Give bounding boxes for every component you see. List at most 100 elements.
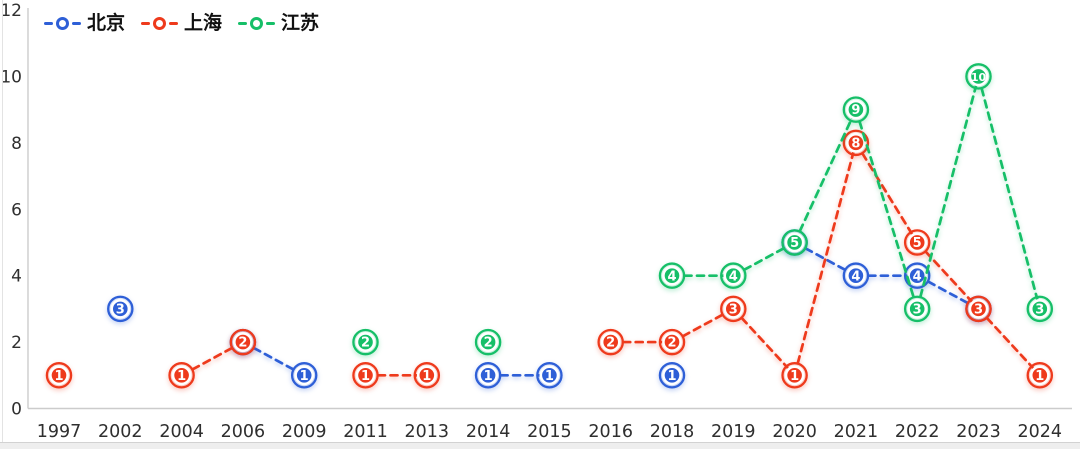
x-tick-label: 2019 — [711, 422, 756, 442]
marker-value-label: 1 — [790, 369, 799, 384]
y-tick-label: 2 — [11, 333, 22, 353]
data-point-marker[interactable]: 2 — [474, 328, 502, 356]
data-point-marker[interactable]: 3 — [903, 295, 931, 323]
marker-core — [723, 298, 744, 319]
x-tick-label: 2016 — [588, 422, 633, 442]
data-point-marker[interactable]: 3 — [965, 295, 992, 323]
legend-circle-icon — [250, 17, 264, 30]
marker-core — [355, 365, 376, 386]
marker-value-label: 10 — [971, 71, 987, 84]
data-point-marker[interactable]: 1 — [474, 362, 502, 389]
marker-outer-ring — [168, 362, 195, 389]
marker-core — [416, 365, 437, 386]
marker-value-label: 1 — [54, 369, 63, 384]
marker-outer-ring — [781, 229, 808, 256]
marker-value-label: 3 — [913, 302, 922, 317]
marker-outer-ring — [903, 295, 931, 323]
marker-value-label: 5 — [790, 236, 799, 251]
data-point-marker[interactable]: 1 — [352, 362, 379, 389]
data-point-marker[interactable]: 2 — [658, 328, 686, 356]
marker-value-label: 2 — [484, 336, 493, 351]
data-point-marker[interactable]: 1 — [168, 362, 195, 389]
data-point-marker[interactable]: 1 — [290, 362, 318, 389]
data-point-marker[interactable]: 3 — [720, 295, 747, 323]
series-line-segment — [731, 241, 796, 278]
data-point-marker[interactable]: 2 — [597, 328, 624, 356]
series-beijing: 3 2 1 1 1 1 5 4 4 3 — [107, 229, 992, 389]
legend: 北京 上海 江苏 — [44, 14, 319, 33]
legend-label: 上海 — [184, 12, 223, 34]
x-tick-label: 2024 — [1018, 422, 1063, 442]
data-point-marker[interactable]: 9 — [842, 96, 870, 123]
data-point-marker[interactable]: 3 — [1026, 295, 1054, 323]
data-point-marker[interactable]: 1 — [45, 362, 73, 389]
legend-label: 北京 — [87, 12, 126, 34]
marker-outer-ring — [474, 328, 502, 356]
legend-dash-icon — [238, 22, 248, 25]
marker-value-label: 1 — [484, 369, 493, 384]
marker-outer-ring — [1026, 362, 1054, 389]
marker-value-label: 3 — [116, 302, 125, 317]
series-line-segment — [977, 75, 1042, 311]
marker-core — [784, 232, 805, 253]
marker-value-label: 2 — [361, 336, 370, 351]
data-point-marker[interactable]: 1 — [658, 362, 686, 389]
data-point-marker[interactable]: 2 — [352, 328, 379, 356]
legend-dash-icon — [141, 22, 151, 25]
series-line-segment — [241, 340, 306, 377]
marker-core — [232, 332, 253, 352]
marker-outer-ring — [229, 328, 257, 356]
marker-value-label: 3 — [1035, 302, 1044, 317]
marker-outer-ring — [474, 362, 502, 389]
x-tick-label: 2004 — [159, 422, 204, 442]
marker-value-label: 1 — [422, 369, 431, 384]
data-point-marker[interactable]: 3 — [107, 295, 134, 323]
marker-core — [784, 365, 805, 386]
series-shanghai: 1 1 2 1 1 2 2 3 1 8 5 3 1 — [45, 129, 1054, 389]
marker-outer-ring — [903, 229, 931, 256]
series-line-segment — [915, 75, 980, 311]
legend-dash-icon — [169, 22, 179, 25]
series-line-segment — [915, 241, 980, 311]
marker-core — [478, 332, 499, 352]
marker-core — [662, 332, 682, 352]
data-point-marker[interactable]: 8 — [842, 129, 870, 157]
marker-core — [907, 265, 928, 286]
marker-core — [478, 365, 499, 386]
legend-item-beijing[interactable]: 北京 — [44, 14, 125, 33]
marker-value-label: 9 — [851, 103, 860, 118]
data-point-marker[interactable]: 4 — [720, 262, 747, 289]
data-point-marker[interactable]: 1 — [413, 362, 441, 389]
x-tick-label: 2011 — [343, 422, 388, 442]
x-tick-label: 2006 — [221, 422, 266, 442]
data-point-marker[interactable]: 1 — [1026, 362, 1054, 389]
series-line-segment — [793, 108, 858, 244]
data-point-marker[interactable]: 2 — [229, 328, 257, 356]
marker-outer-ring — [107, 295, 134, 323]
data-point-marker[interactable]: 1 — [536, 362, 563, 389]
data-point-marker[interactable]: 5 — [781, 229, 808, 256]
series-line-segment — [915, 274, 980, 311]
data-point-marker[interactable]: 5 — [903, 229, 931, 256]
data-point-marker[interactable]: 1 — [781, 362, 808, 389]
data-point-marker[interactable]: 4 — [903, 262, 931, 289]
y-tick-label: 6 — [11, 200, 22, 220]
legend-item-shanghai[interactable]: 上海 — [141, 14, 222, 33]
legend-item-jiangsu[interactable]: 江苏 — [238, 14, 319, 33]
marker-core — [110, 298, 131, 319]
data-point-marker[interactable]: 10 — [965, 63, 992, 90]
series-line-segment — [670, 307, 735, 344]
marker-core — [539, 365, 560, 386]
data-point-marker[interactable]: 4 — [658, 262, 686, 289]
data-point-marker[interactable]: 4 — [842, 262, 870, 289]
marker-outer-ring — [965, 295, 992, 323]
marker-value-label: 3 — [974, 302, 983, 317]
marker-core — [723, 265, 744, 286]
marker-value-label: 1 — [361, 369, 370, 384]
marker-value-label: 4 — [667, 269, 676, 284]
marker-outer-ring — [45, 362, 73, 389]
marker-outer-ring — [658, 362, 686, 389]
legend-circle-icon — [56, 17, 69, 30]
marker-value-label: 4 — [913, 269, 922, 284]
marker-value-label: 3 — [729, 302, 738, 317]
